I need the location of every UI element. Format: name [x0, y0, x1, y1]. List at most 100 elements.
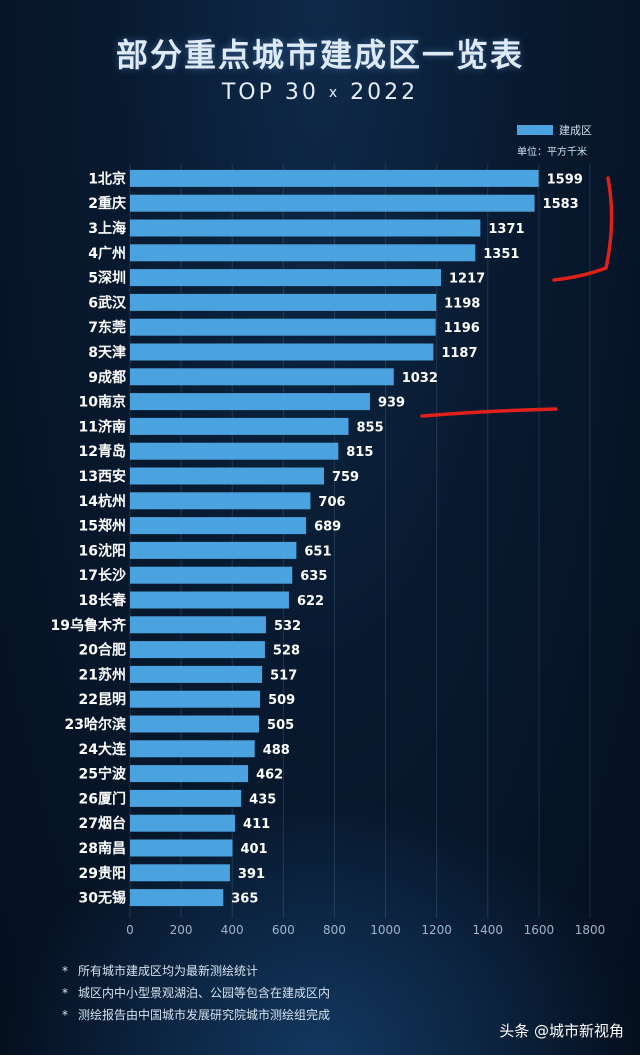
category-label-7: 7东莞	[88, 319, 126, 336]
legend: 建成区 单位：平方千米	[517, 122, 627, 158]
category-label-21: 21苏州	[79, 666, 126, 683]
value-label-11: 855	[357, 420, 384, 435]
bar-14	[130, 492, 311, 510]
chart-title: 部分重点城市建成区一览表	[115, 36, 524, 74]
bar-12	[130, 442, 339, 460]
x-tick-label-3: 600	[272, 923, 295, 937]
category-label-16: 16沈阳	[79, 542, 126, 559]
value-label-5: 1217	[449, 272, 485, 287]
category-label-23: 23哈尔滨	[65, 716, 126, 733]
bar-5	[130, 269, 442, 287]
value-label-2: 1583	[543, 197, 579, 212]
value-label-16: 651	[304, 544, 331, 559]
value-label-26: 435	[249, 792, 276, 807]
legend-swatch	[517, 125, 553, 135]
category-label-15: 15郑州	[79, 518, 126, 535]
x-tick-label-0: 0	[126, 923, 134, 937]
bar-23	[130, 715, 260, 733]
category-label-11: 11济南	[79, 418, 126, 435]
subtitle-top: TOP 30	[221, 80, 319, 105]
category-label-28: 28南昌	[79, 840, 126, 857]
value-label-14: 706	[318, 495, 345, 510]
bar-29	[130, 864, 230, 882]
value-label-9: 1032	[402, 371, 438, 386]
value-label-22: 509	[268, 693, 295, 708]
value-label-25: 462	[256, 768, 283, 783]
value-label-7: 1196	[444, 321, 480, 336]
bar-9	[130, 368, 394, 386]
category-label-2: 2重庆	[88, 195, 126, 212]
category-label-5: 5深圳	[88, 270, 126, 287]
category-label-29: 29贵阳	[79, 865, 126, 882]
bar-25	[130, 765, 249, 783]
annotation-bracket	[552, 176, 614, 282]
category-label-18: 18长春	[79, 592, 127, 609]
subtitle-year: 2022	[350, 80, 419, 105]
x-tick-label-1: 200	[170, 923, 193, 937]
value-label-18: 622	[297, 594, 324, 609]
footnote-2: * 城区内中小型景观湖泊、公园等包含在建成区内	[62, 986, 331, 1000]
value-label-13: 759	[332, 470, 359, 485]
bar-30	[130, 889, 224, 907]
value-label-27: 411	[243, 817, 270, 832]
subtitle-times: x	[328, 85, 341, 101]
category-label-13: 13西安	[79, 468, 126, 485]
bar-3	[130, 219, 481, 237]
legend-unit: 单位：平方千米	[517, 147, 587, 158]
x-tick-label-5: 1000	[370, 923, 401, 937]
category-label-6: 6武汉	[88, 294, 127, 311]
bar-26	[130, 789, 242, 807]
x-tick-label-6: 1200	[421, 923, 452, 937]
bar-15	[130, 517, 307, 535]
category-label-27: 27烟台	[79, 815, 126, 832]
bar-27	[130, 814, 236, 832]
category-label-17: 17长沙	[79, 567, 126, 584]
value-label-20: 528	[273, 644, 300, 659]
bar-4	[130, 244, 476, 262]
bar-19	[130, 616, 266, 634]
bar-17	[130, 566, 293, 584]
x-tick-label-8: 1600	[524, 923, 555, 937]
footnote-3: * 测绘报告由中国城市发展研究院城市测绘组完成	[62, 1008, 331, 1022]
value-label-29: 391	[238, 867, 265, 882]
value-label-15: 689	[314, 520, 341, 535]
bar-16	[130, 541, 297, 559]
bar-7	[130, 318, 436, 336]
value-label-30: 365	[231, 892, 258, 907]
category-label-4: 4广州	[88, 245, 126, 262]
category-label-20: 20合肥	[79, 642, 126, 659]
bar-18	[130, 591, 289, 609]
category-label-22: 22昆明	[79, 692, 126, 708]
value-label-10: 939	[378, 396, 405, 411]
value-label-19: 532	[274, 619, 301, 634]
bar-28	[130, 839, 233, 857]
bar-2	[130, 194, 535, 212]
bar-11	[130, 417, 349, 435]
value-label-8: 1187	[441, 346, 477, 361]
bar-10	[130, 393, 370, 411]
value-label-23: 505	[267, 718, 294, 733]
x-tick-label-9: 1800	[575, 923, 606, 937]
bar-chart: 0 200 400 600 800 1000 1200 1400 1600 1800 1北京 1599…	[65, 164, 614, 937]
legend-label: 建成区	[559, 124, 592, 137]
footnote-1: * 所有城市建成区均为最新测绘统计	[62, 964, 259, 978]
x-tick-label-7: 1400	[473, 923, 504, 937]
bar-13	[130, 467, 324, 485]
value-label-28: 401	[240, 842, 267, 857]
bar-22	[130, 690, 261, 708]
annotation-underline	[420, 407, 558, 418]
value-label-3: 1371	[488, 222, 524, 237]
x-tick-label-4: 800	[323, 923, 346, 937]
value-label-12: 815	[346, 445, 373, 460]
category-label-1: 1北京	[88, 170, 126, 187]
category-label-9: 9成都	[88, 369, 126, 386]
category-label-24: 24大连	[79, 741, 127, 758]
category-label-30: 30无锡	[79, 890, 126, 907]
category-label-26: 26厦门	[79, 790, 126, 807]
bar-8	[130, 343, 434, 361]
x-tick-label-2: 400	[221, 923, 244, 937]
footnotes: * 所有城市建成区均为最新测绘统计 * 城区内中小型景观湖泊、公园等包含在建成区内 …	[62, 960, 330, 1026]
watermark: 头条 @城市新视角	[499, 1022, 624, 1040]
bar-6	[130, 293, 437, 311]
value-label-17: 635	[300, 569, 327, 584]
